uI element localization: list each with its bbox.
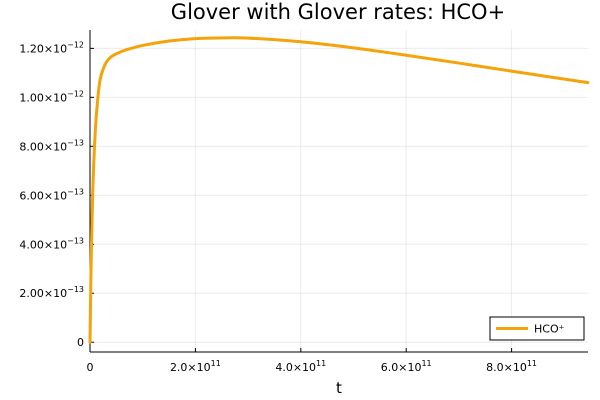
axes [89, 30, 588, 353]
x-tick-label-text: 8.0×10 [486, 361, 527, 374]
y-tick-label-exponent: −13 [67, 285, 84, 294]
series-line-hco [88, 36, 590, 344]
y-tick-label-exponent: −12 [67, 40, 84, 49]
y-tick-label-text: 8.00×10 [19, 140, 67, 153]
x-tick-label-text: 6.0×10 [381, 361, 422, 374]
y-tick-label-exponent: −12 [67, 89, 84, 98]
y-tick-labels: 02.00×10−134.00×10−136.00×10−138.00×10−1… [19, 40, 84, 349]
x-tick-label: 0 [87, 361, 94, 374]
x-tick-label-exponent: 11 [316, 359, 326, 368]
chart-title: Glover with Glover rates: HCO+ [171, 0, 505, 24]
y-tick-label: 1.20×10−12 [19, 40, 84, 55]
x-tick-label: 6.0×1011 [381, 359, 432, 374]
y-tick-label: 4.00×10−13 [19, 236, 84, 251]
x-tick-label: 2.0×1011 [170, 359, 221, 374]
y-tick-label: 0 [77, 336, 84, 349]
x-axis-label: t [336, 379, 342, 397]
x-tick-label-exponent: 11 [211, 359, 221, 368]
x-tick-label: 4.0×1011 [275, 359, 326, 374]
y-tick-label-exponent: −13 [67, 138, 84, 147]
y-tick-label-text: 4.00×10 [19, 238, 67, 251]
x-tick-label-exponent: 11 [421, 359, 431, 368]
y-tick-label-text: 6.00×10 [19, 189, 67, 202]
y-tick-label: 1.00×10−12 [19, 89, 84, 104]
y-tick-label-text: 1.00×10 [19, 91, 67, 104]
legend: HCO⁺ [489, 316, 585, 341]
x-tick-labels: 0 2.0×1011 4.0×1011 6.0×1011 8.0×1011 [87, 359, 538, 374]
y-tick-label: 8.00×10−13 [19, 138, 84, 153]
grid [89, 30, 588, 352]
y-tick-label-text: 2.00×10 [19, 287, 67, 300]
y-tick-label-text: 1.20×10 [19, 42, 67, 55]
y-tick-label-exponent: −13 [67, 236, 84, 245]
series [88, 36, 590, 344]
x-tick-label-text: 4.0×10 [275, 361, 316, 374]
y-tick-label: 2.00×10−13 [19, 285, 84, 300]
x-tick-label-text: 2.0×10 [170, 361, 211, 374]
x-tick-label: 8.0×1011 [486, 359, 537, 374]
y-tick-label: 6.00×10−13 [19, 187, 84, 202]
y-tick-label-exponent: −13 [67, 187, 84, 196]
legend-box [489, 316, 585, 341]
x-tick-label-exponent: 11 [527, 359, 537, 368]
x-tick-label-text: 0 [87, 361, 94, 374]
y-tick-label-text: 0 [77, 336, 84, 349]
legend-label: HCO⁺ [534, 323, 565, 336]
